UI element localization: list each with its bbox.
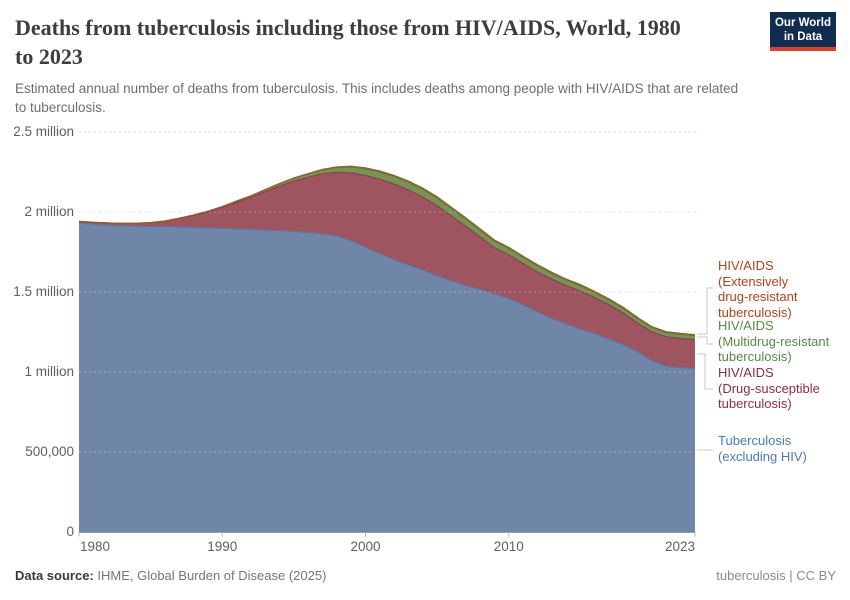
legend-item-tb[interactable]: Tuberculosis (excluding HIV) <box>718 433 850 464</box>
y-tick-label: 1 million <box>24 364 74 379</box>
legend-item-hiv_xdr[interactable]: HIV/AIDS (Extensively drug-resistant tuberc… <box>718 258 850 320</box>
x-tick-label: 1980 <box>80 539 111 554</box>
legend-label-line: HIV/AIDS <box>718 365 774 380</box>
y-tick-label: 500,000 <box>25 444 74 459</box>
x-tick-label: 2023 <box>664 539 695 554</box>
page-title-line1: Deaths from tuberculosis including those… <box>15 15 681 40</box>
chart-subtitle: Estimated annual number of deaths from t… <box>15 81 739 115</box>
legend-label-line: tuberculosis) <box>718 349 792 364</box>
legend-item-hiv_mdr[interactable]: HIV/AIDS (Multidrug-resistant tuberculosis… <box>718 318 850 365</box>
x-tick-label: 2000 <box>350 539 381 554</box>
x-tick-label: 1990 <box>207 539 238 554</box>
legend-label-line: (excluding HIV) <box>718 448 807 464</box>
legend-item-hiv_ds[interactable]: HIV/AIDS (Drug-susceptible tuberculosis) <box>718 365 850 412</box>
legend-label-line: tuberculosis) <box>718 396 792 411</box>
owid-logo-line2: in Data <box>783 31 823 43</box>
legend-connector <box>697 287 713 335</box>
legend-label-line: (Extensively <box>718 273 789 289</box>
rights-link[interactable]: tuberculosis | CC BY <box>716 568 836 583</box>
area-tb[interactable] <box>79 223 695 532</box>
y-tick-label: 2 million <box>24 204 74 219</box>
area-edge-hiv_xdr <box>78 165 696 336</box>
legend-label-line: HIV/AIDS <box>718 318 774 333</box>
area-edge-tb <box>78 222 696 370</box>
legend-label-line: drug-resistant <box>718 289 798 304</box>
data-source: Data source: IHME, Global Burden of Dise… <box>15 568 326 583</box>
legend-label-line: (Drug-susceptible <box>718 380 820 396</box>
page-title: Deaths from tuberculosis including those… <box>15 13 757 71</box>
area-hiv_ds[interactable] <box>79 172 695 369</box>
legend-label-line: tuberculosis) <box>718 304 792 320</box>
page-title-line2: to 2023 <box>15 44 83 69</box>
x-tick-label: 2010 <box>493 539 524 554</box>
owid-logo-line1: Our World <box>774 17 831 29</box>
legend-connector <box>697 353 713 390</box>
y-tick-label: 2.5 million <box>13 124 74 139</box>
legend-label-line: Tuberculosis <box>718 433 792 448</box>
y-tick-label: 1.5 million <box>13 284 74 299</box>
data-source-value: IHME, Global Burden of Disease (2025) <box>93 568 327 583</box>
legend-connector <box>697 336 713 345</box>
owid-logo[interactable]: Our World in Data <box>770 12 836 51</box>
data-source-label: Data source: <box>15 568 94 583</box>
legend-label-line: HIV/AIDS <box>718 258 774 273</box>
y-tick-label: 0 <box>66 524 74 539</box>
legend-label-line: (Multidrug-resistant <box>718 333 830 349</box>
